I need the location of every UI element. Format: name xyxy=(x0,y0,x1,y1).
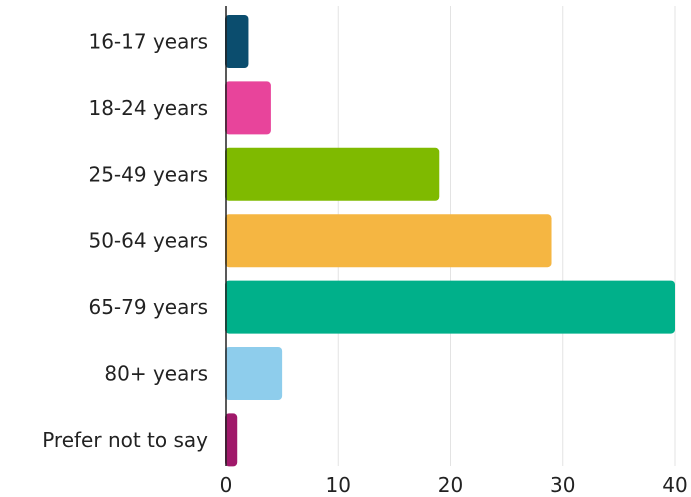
x-tick-labels: 0 10 20 30 40 xyxy=(220,473,688,497)
bar xyxy=(225,413,238,467)
bars xyxy=(225,15,675,467)
bar xyxy=(225,280,675,334)
x-tick-label: 10 xyxy=(326,473,351,497)
bar xyxy=(225,347,283,400)
category-label: 16-17 years xyxy=(88,30,208,54)
x-tick-label: 20 xyxy=(438,473,463,497)
x-tick-label: 30 xyxy=(550,473,575,497)
category-label: 50-64 years xyxy=(88,229,208,253)
category-label: 18-24 years xyxy=(88,96,208,120)
category-label: 65-79 years xyxy=(88,295,208,319)
x-tick-label: 0 xyxy=(220,473,233,497)
x-tick-label: 40 xyxy=(662,473,687,497)
bar xyxy=(225,81,271,135)
bar xyxy=(225,147,440,201)
bar xyxy=(225,15,249,68)
category-label: Prefer not to say xyxy=(42,428,208,452)
category-label: 25-49 years xyxy=(88,162,208,186)
category-label: 80+ years xyxy=(104,362,208,386)
bar xyxy=(225,214,552,268)
category-labels: 16-17 years 18-24 years 25-49 years 50-64 y… xyxy=(42,30,208,452)
